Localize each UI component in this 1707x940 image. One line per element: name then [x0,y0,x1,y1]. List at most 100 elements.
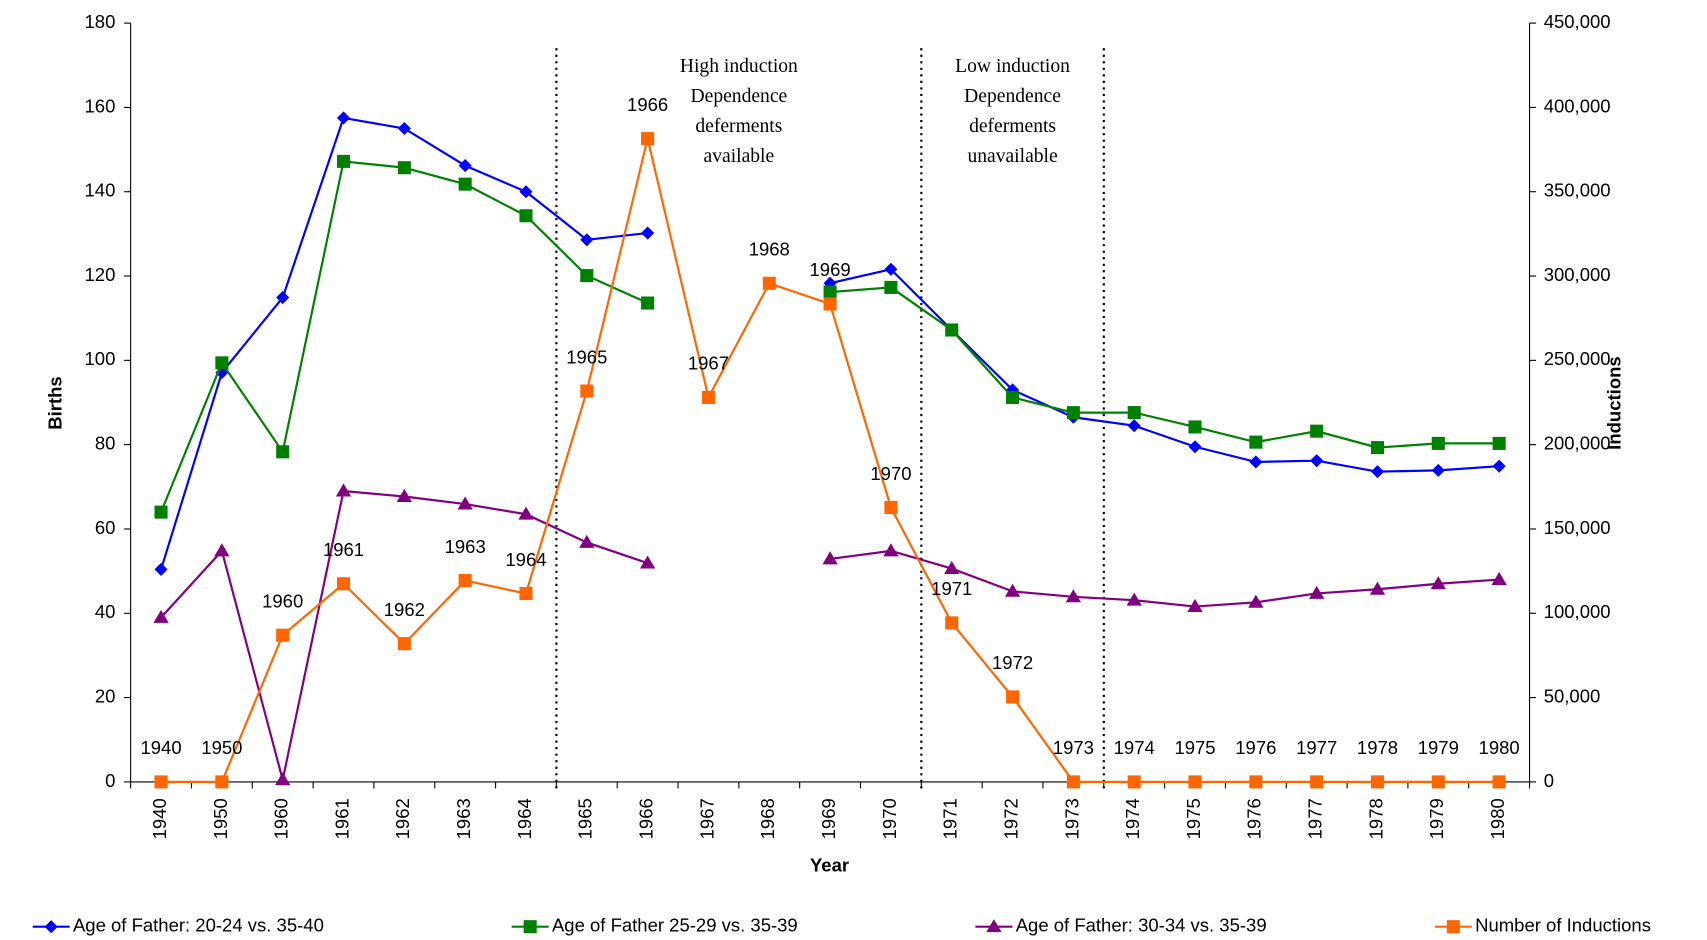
series-marker [214,543,230,557]
series-marker [1066,775,1080,789]
x-tick-label: 1960 [271,798,292,839]
series-marker [945,616,959,630]
series-marker [1127,775,1141,789]
series-marker [276,291,290,305]
x-tick-label: 1970 [879,798,900,839]
series-marker [1004,583,1021,597]
x-tick-label: 1979 [1426,798,1447,839]
y-tick-label: 60 [95,517,116,538]
series-marker [1127,419,1141,433]
x-tick-label: 1964 [514,798,535,839]
y-tick-label: 80 [95,433,116,454]
y2-tick-label: 100,000 [1544,601,1611,622]
series-marker [945,323,959,337]
x-tick-label: 1962 [392,798,413,839]
series-marker [1491,571,1507,585]
series-marker [215,775,229,789]
series-marker [335,483,352,497]
x-tick-label: 1967 [696,798,717,839]
series-marker [336,111,351,125]
legend-marker [986,919,1002,933]
series-marker [884,501,898,515]
annotation: Dependence [964,86,1061,107]
point-label: 1971 [931,578,972,599]
series-marker [1370,775,1385,789]
annotation: available [704,146,775,167]
point-label: 1968 [749,239,790,260]
series-marker [1310,775,1324,789]
series-marker [275,772,291,786]
y2-tick-label: 0 [1544,770,1554,791]
series-marker [396,488,412,502]
series-marker [641,296,655,310]
x-tick-label: 1977 [1305,798,1326,839]
series-marker [518,506,534,520]
series-line [829,549,1500,608]
x-tick-label: 1969 [818,798,839,839]
series-marker [1310,454,1324,468]
series-marker [457,496,473,510]
annotation: Low induction [955,56,1070,77]
x-tick-label: 1974 [1122,798,1143,839]
x-axis-title: Year [810,855,849,876]
series-marker [215,356,229,370]
series-marker [336,577,351,591]
point-label: 1962 [384,599,425,620]
series-marker [762,276,776,290]
x-tick-label: 1976 [1244,798,1265,839]
series-marker [884,262,898,276]
x-tick-label: 1975 [1183,798,1204,839]
annotation: Dependence [690,86,787,107]
y-tick-label: 140 [85,180,116,201]
series-marker [823,285,837,299]
x-tick-label: 1978 [1365,798,1386,839]
series-marker [1188,440,1202,454]
series-marker [1249,435,1263,449]
series-marker [1492,459,1506,473]
series-marker [1006,690,1020,704]
series-marker [580,269,594,283]
y2-tick-label: 450,000 [1544,11,1611,32]
y-tick-label: 20 [95,685,116,706]
series-marker [1065,589,1082,603]
series-marker [1249,455,1263,469]
point-label: 1966 [627,94,668,115]
series-marker [1370,465,1385,479]
series-marker [458,159,472,173]
series-marker [580,384,594,398]
point-label: 1950 [201,737,242,758]
legend-label: Age of Father: 30-34 vs. 35-39 [1016,915,1267,936]
legend-label: Number of Inductions [1475,915,1651,936]
series-marker [336,154,351,168]
series-marker [701,390,715,404]
point-label: 1964 [505,549,546,570]
series-marker [458,574,472,588]
point-label: 1975 [1174,737,1215,758]
y2-tick-label: 250,000 [1544,348,1611,369]
y-tick-label: 0 [105,770,115,791]
y-tick-label: 160 [85,95,116,116]
annotation: unavailable [967,146,1058,167]
y-tick-label: 180 [85,11,116,32]
series-marker [1248,594,1264,608]
x-tick-label: 1968 [757,798,778,839]
series-marker [1370,441,1385,455]
legend-marker [44,920,58,934]
point-label: 1967 [688,353,729,374]
point-label: 1970 [870,463,911,484]
point-label: 1940 [140,737,181,758]
y2-tick-label: 200,000 [1544,433,1611,454]
point-label: 1961 [323,539,364,560]
point-label: 1979 [1418,737,1459,758]
series-marker [397,121,411,136]
series-marker [1187,598,1203,612]
annotation: High induction [680,56,798,77]
x-tick-label: 1973 [1061,798,1082,839]
y2-tick-label: 150,000 [1544,517,1611,538]
series-marker [883,543,899,557]
series-marker [641,226,655,240]
point-label: 1965 [566,346,607,367]
x-tick-label: 1961 [331,798,352,839]
annotation: deferments [969,116,1056,137]
